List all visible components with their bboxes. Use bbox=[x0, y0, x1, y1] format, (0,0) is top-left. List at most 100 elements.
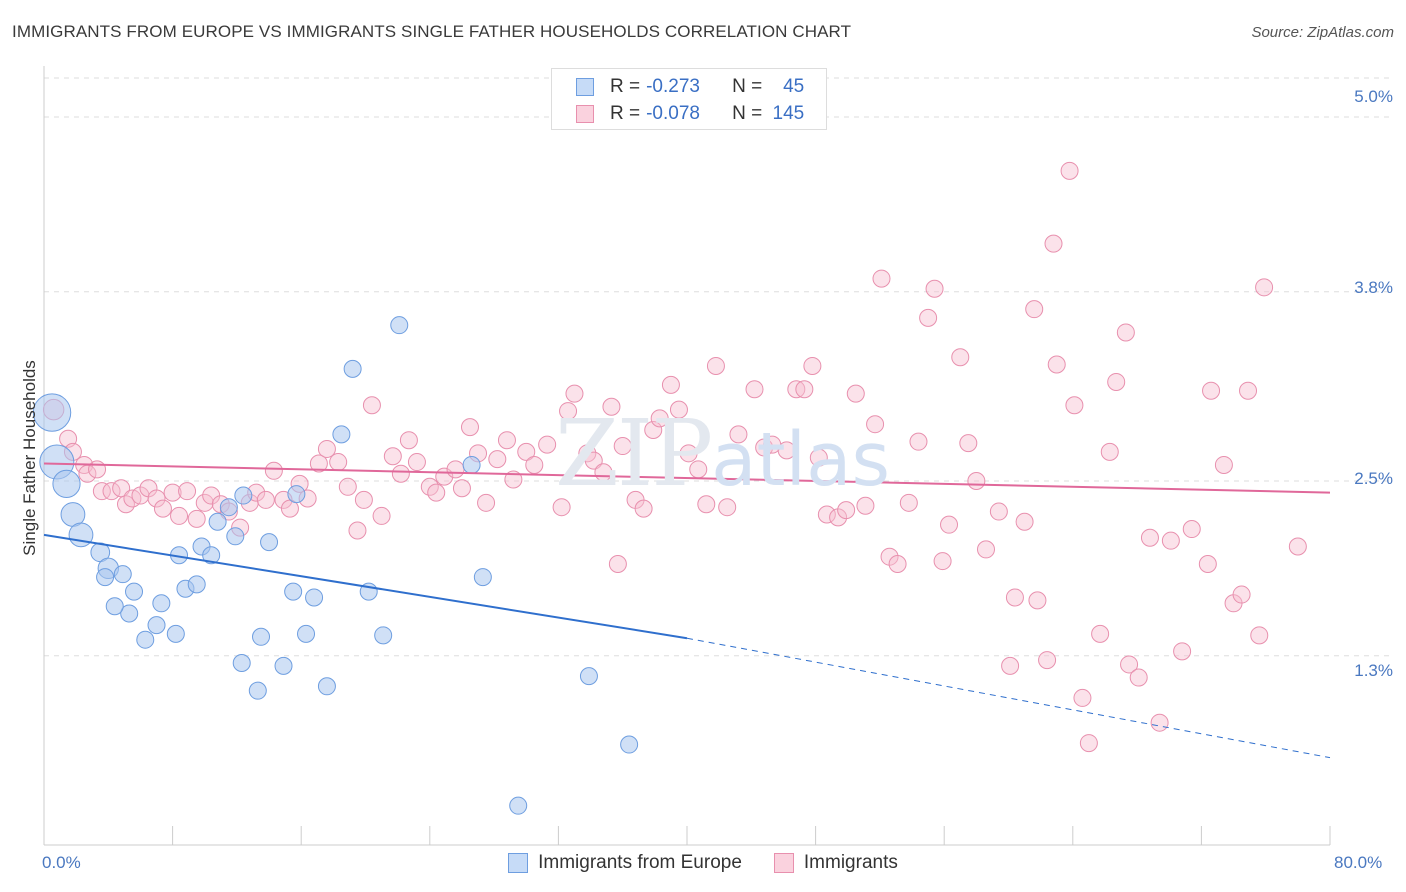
immigrants-point bbox=[348, 521, 367, 540]
immigrants-legend-swatch bbox=[773, 853, 794, 873]
europe-point bbox=[332, 425, 351, 444]
immigrants-point bbox=[1005, 588, 1024, 607]
europe-point bbox=[284, 582, 303, 601]
europe-point bbox=[219, 498, 238, 517]
immigrants-point bbox=[362, 396, 381, 415]
immigrants-point bbox=[909, 432, 928, 451]
stats-legend: R = -0.273 N = 45 R = -0.078 N = 145 bbox=[551, 68, 827, 130]
immigrants-point bbox=[925, 279, 944, 298]
europe-point bbox=[68, 522, 94, 548]
immigrants-point bbox=[446, 460, 465, 479]
immigrants-points bbox=[42, 161, 1307, 753]
immigrants-point bbox=[329, 453, 348, 472]
europe-point bbox=[462, 455, 481, 474]
immigrants-point bbox=[163, 483, 182, 502]
immigrants-point bbox=[525, 455, 544, 474]
immigrants-point bbox=[1060, 161, 1079, 180]
immigrants-point bbox=[809, 448, 828, 467]
immigrants-point bbox=[644, 421, 663, 440]
immigrants-point bbox=[959, 434, 978, 453]
x-tick-label: 80.0% bbox=[1334, 853, 1383, 872]
immigrants-point bbox=[1202, 381, 1221, 400]
n-label: N = bbox=[732, 103, 763, 124]
immigrants-point bbox=[147, 489, 166, 508]
europe-point bbox=[297, 624, 316, 643]
immigrants-point bbox=[1288, 537, 1307, 556]
immigrants-point bbox=[1232, 585, 1251, 604]
europe-point bbox=[113, 565, 132, 584]
immigrants-point bbox=[170, 506, 189, 525]
immigrants-point bbox=[669, 400, 688, 419]
immigrants-point bbox=[584, 451, 603, 470]
immigrants-point bbox=[634, 499, 653, 518]
immigrants-point bbox=[391, 464, 410, 483]
immigrants-point bbox=[933, 552, 952, 571]
immigrants-point bbox=[1091, 624, 1110, 643]
immigrants-point bbox=[1001, 656, 1020, 675]
europe-points bbox=[32, 316, 639, 815]
immigrants-point bbox=[1047, 355, 1066, 374]
immigrants-point bbox=[497, 431, 516, 450]
immigrants-point bbox=[153, 499, 172, 518]
immigrants-point bbox=[565, 384, 584, 403]
europe-trend-extension bbox=[686, 637, 1331, 759]
immigrants-point bbox=[578, 444, 597, 463]
y-tick-label: 3.8% bbox=[1354, 278, 1393, 297]
immigrants-point bbox=[661, 375, 680, 394]
europe-swatch bbox=[576, 78, 594, 96]
immigrants-point bbox=[264, 461, 283, 480]
immigrants-point bbox=[803, 356, 822, 375]
immigrants-point bbox=[1116, 323, 1135, 342]
r-label: R = bbox=[610, 103, 641, 124]
source-label: Source: ZipAtlas.com bbox=[1251, 24, 1394, 41]
immigrants-point bbox=[407, 453, 426, 472]
immigrants-point bbox=[338, 477, 357, 496]
europe-point bbox=[287, 485, 306, 504]
trend-lines bbox=[43, 462, 1331, 759]
immigrants-point bbox=[745, 380, 764, 399]
immigrants-point bbox=[777, 441, 796, 460]
immigrants-point bbox=[538, 435, 557, 454]
immigrants-point bbox=[1214, 455, 1233, 474]
immigrants-point bbox=[187, 509, 206, 528]
immigrants-point bbox=[1015, 512, 1034, 531]
legend-item-europe[interactable]: Immigrants from Europe bbox=[508, 852, 742, 874]
r-label: R = bbox=[610, 76, 641, 97]
europe-point bbox=[343, 359, 362, 378]
chart-title: IMMIGRANTS FROM EUROPE VS IMMIGRANTS SIN… bbox=[12, 22, 852, 41]
europe-point bbox=[166, 624, 185, 643]
immigrants-point bbox=[679, 444, 698, 463]
immigrants-point bbox=[309, 454, 328, 473]
immigrants-point bbox=[940, 515, 959, 534]
immigrants-point bbox=[1140, 528, 1159, 547]
immigrants-point bbox=[1161, 531, 1180, 550]
immigrants-point bbox=[951, 348, 970, 367]
immigrants-point bbox=[650, 409, 669, 428]
immigrants-point bbox=[1182, 520, 1201, 539]
immigrants-point bbox=[1198, 554, 1217, 573]
immigrants-point bbox=[1073, 688, 1092, 707]
immigrants-point bbox=[92, 482, 111, 501]
immigrants-point bbox=[1129, 668, 1148, 687]
immigrants-point bbox=[976, 540, 995, 559]
immigrants-point bbox=[1065, 396, 1084, 415]
europe-point bbox=[232, 653, 251, 672]
europe-point bbox=[620, 735, 639, 754]
europe-point bbox=[136, 630, 155, 649]
immigrants-point bbox=[552, 498, 571, 517]
immigrants-point bbox=[1173, 642, 1192, 661]
immigrants-point bbox=[602, 397, 621, 416]
immigrants-point bbox=[846, 384, 865, 403]
legend-label: Immigrants bbox=[803, 852, 898, 873]
legend-item-immigrants[interactable]: Immigrants bbox=[773, 852, 898, 874]
n-value: 145 bbox=[772, 103, 805, 124]
europe-point bbox=[317, 677, 336, 696]
immigrants-point bbox=[795, 380, 814, 399]
europe-point bbox=[252, 627, 271, 646]
immigrants-point bbox=[899, 493, 918, 512]
immigrants-point bbox=[256, 490, 275, 509]
x-tick-label: 0.0% bbox=[42, 853, 81, 872]
immigrants-point bbox=[1255, 278, 1274, 297]
immigrants-point bbox=[594, 463, 613, 482]
immigrants-swatch bbox=[576, 105, 594, 123]
